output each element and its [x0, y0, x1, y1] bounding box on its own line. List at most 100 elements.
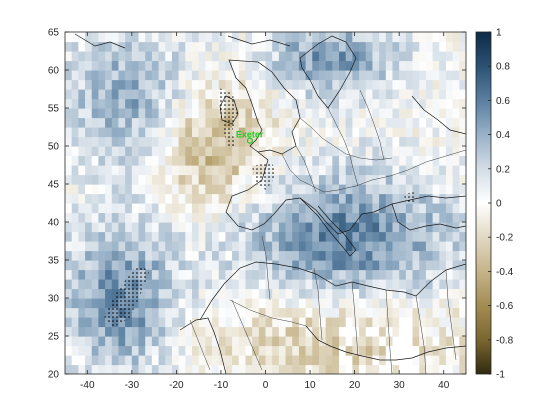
- field-cell: [272, 146, 280, 157]
- field-cell: [238, 165, 247, 176]
- field-cell: [445, 317, 454, 328]
- field-cell: [111, 288, 120, 299]
- field-cell: [151, 108, 160, 119]
- field-cell: [232, 32, 240, 43]
- field-cell: [98, 60, 106, 71]
- field-cell: [292, 250, 300, 261]
- field-cell: [312, 184, 320, 195]
- field-cell: [419, 336, 427, 347]
- significance-stippling: [104, 88, 416, 328]
- field-cell: [178, 222, 186, 233]
- field-cell: [131, 51, 140, 62]
- field-cell: [232, 41, 240, 52]
- field-cell: [225, 298, 233, 309]
- field-cell: [365, 298, 374, 309]
- field-cell: [212, 165, 220, 176]
- field-cell: [372, 98, 380, 109]
- field-cell: [105, 117, 113, 128]
- field-cell: [151, 79, 160, 90]
- colorbar-tick-label: -0.8: [496, 335, 514, 346]
- field-cell: [91, 165, 100, 176]
- field-cell: [412, 345, 420, 356]
- field-cell: [419, 174, 427, 185]
- field-cell: [212, 307, 220, 318]
- field-cell: [131, 345, 140, 356]
- field-cell: [385, 32, 394, 43]
- field-cell: [452, 250, 460, 261]
- field-cell: [439, 41, 447, 52]
- field-cell: [145, 355, 153, 366]
- field-cell: [405, 222, 414, 233]
- field-cell: [392, 79, 400, 90]
- field-cell: [78, 212, 86, 223]
- field-cell: [151, 127, 160, 138]
- x-tick-label: -10: [214, 380, 229, 391]
- field-cell: [278, 108, 287, 119]
- field-cell: [145, 307, 153, 318]
- field-cell: [352, 79, 360, 90]
- field-cell: [292, 241, 300, 252]
- field-cell: [171, 241, 180, 252]
- field-cell: [459, 269, 466, 280]
- field-cell: [318, 260, 327, 271]
- y-tick-label: 65: [48, 28, 60, 39]
- field-cell: [445, 222, 454, 233]
- field-cell: [185, 117, 193, 128]
- field-cell: [412, 336, 420, 347]
- field-cell: [185, 212, 193, 223]
- field-cell: [272, 136, 280, 147]
- field-cell: [232, 51, 240, 62]
- field-cell: [138, 317, 146, 328]
- field-cell: [78, 155, 86, 166]
- field-cell: [98, 98, 106, 109]
- field-cell: [125, 98, 133, 109]
- field-cell: [91, 174, 100, 185]
- field-cell: [305, 165, 313, 176]
- field-cell: [85, 136, 93, 147]
- field-cell: [252, 60, 260, 71]
- field-cell: [278, 98, 287, 109]
- field-cell: [165, 203, 173, 214]
- field-cell: [238, 298, 247, 309]
- field-cell: [245, 364, 253, 374]
- field-cell: [71, 364, 79, 374]
- field-cell: [405, 165, 414, 176]
- field-cell: [339, 70, 347, 81]
- field-cell: [439, 117, 447, 128]
- field-cell: [238, 212, 247, 223]
- field-cell: [432, 136, 440, 147]
- field-cell: [178, 364, 186, 374]
- field-cell: [232, 260, 240, 271]
- field-cell: [238, 364, 247, 374]
- field-cell: [98, 165, 106, 176]
- field-cell: [171, 174, 180, 185]
- field-cell: [198, 355, 206, 366]
- field-cell: [365, 165, 374, 176]
- field-cell: [245, 32, 253, 43]
- field-cell: [212, 155, 220, 166]
- field-cell: [91, 269, 100, 280]
- field-cell: [178, 250, 186, 261]
- field-cell: [252, 184, 260, 195]
- field-cell: [151, 260, 160, 271]
- field-cell: [205, 193, 213, 204]
- field-cell: [78, 317, 86, 328]
- field-cell: [399, 155, 407, 166]
- field-cell: [118, 231, 126, 242]
- field-cell: [225, 355, 233, 366]
- field-cell: [372, 355, 380, 366]
- field-cell: [359, 184, 367, 195]
- field-cell: [111, 51, 120, 62]
- field-cell: [105, 212, 113, 223]
- field-cell: [325, 165, 333, 176]
- field-cell: [238, 127, 247, 138]
- field-cell: [385, 146, 394, 157]
- field-cell: [332, 355, 340, 366]
- field-cell: [245, 165, 253, 176]
- field-cell: [258, 355, 267, 366]
- field-cell: [171, 231, 180, 242]
- field-cell: [212, 146, 220, 157]
- field-cell: [419, 288, 427, 299]
- field-cell: [452, 155, 460, 166]
- field-cell: [352, 203, 360, 214]
